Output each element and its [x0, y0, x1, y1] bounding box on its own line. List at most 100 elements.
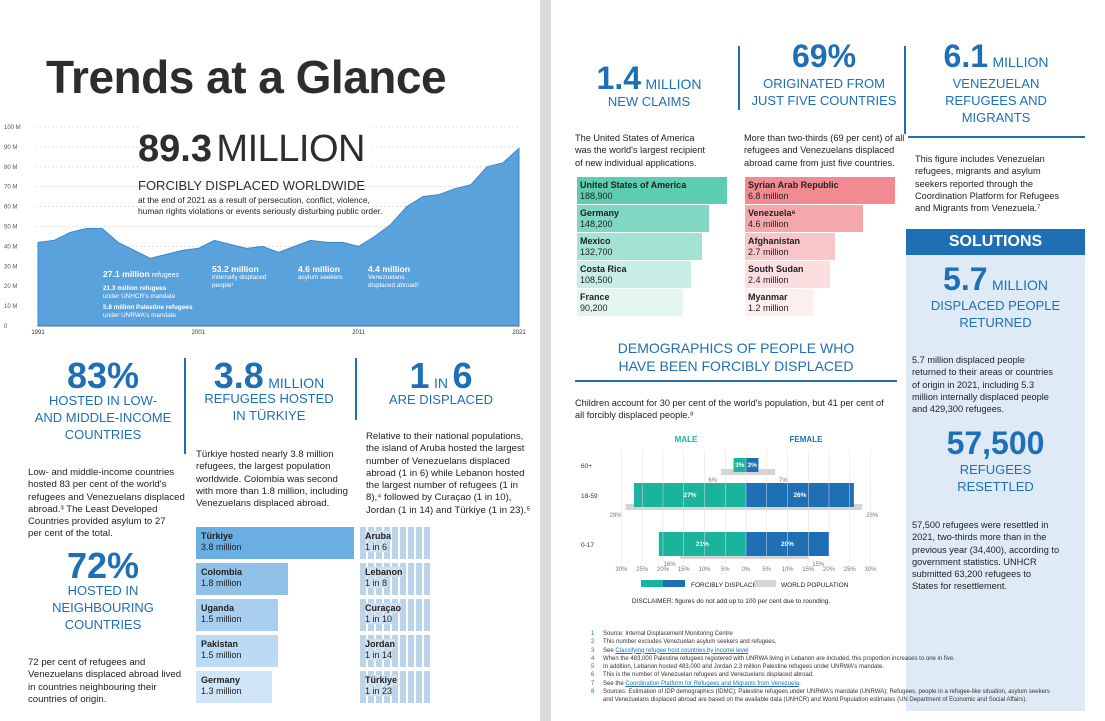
world-female-pct-label: 15% — [812, 562, 825, 568]
text-line: and Migrants from Venezuela.⁷ — [915, 203, 1041, 214]
stat-38-unit: MILLION — [268, 375, 325, 391]
text-line: in countries neighbouring their — [28, 681, 157, 693]
label-line: DISPLACED PEOPLE — [930, 298, 1061, 313]
bar-label: Syrian Arab Republic — [748, 180, 839, 190]
text-line: government statistics. UNHCR — [912, 556, 1037, 567]
text-line: abroad came from just five countries. — [744, 157, 895, 168]
text-line: Venezuelans displaced abroad lived — [28, 669, 182, 681]
footnote-text: See — [603, 647, 616, 654]
text-line: submitted 63,200 refugees to — [912, 569, 1032, 580]
male-bar — [658, 532, 746, 556]
host-bar: Colombia 1.8 million — [195, 562, 290, 596]
text-line: number of Venezuelans displaced — [366, 455, 511, 467]
legend-swatch — [641, 580, 663, 587]
y-tick-label: 80 M — [4, 165, 17, 171]
headline-desc-line: at the end of 2021 as a result of persec… — [138, 195, 370, 205]
footnote-number: 3 — [591, 647, 595, 654]
left-page: Trends at a Glance 100 M 90 M 80 M 70 M 60 M… — [0, 0, 540, 721]
text-line: million internally displaced people — [912, 391, 1049, 402]
stat-83-label: HOSTED IN LOW- AND MIDDLE-INCOME COUNTRI… — [28, 392, 178, 443]
host-bar: Uganda 1.5 million — [195, 598, 280, 632]
label-line: AND MIDDLE-INCOME — [34, 410, 172, 425]
x-tick-label: 2021 — [512, 330, 526, 336]
label-line: JUST FIVE COUNTRIES — [751, 93, 897, 108]
text-line: refugees, the largest population — [196, 461, 331, 473]
footnote: 1 Source: Internal Displacement Monitorin… — [591, 630, 1061, 638]
axis-tick-label: 30% — [615, 567, 628, 573]
bar-value: 108,500 — [580, 275, 613, 285]
stat-72-number: 72% — [66, 545, 140, 586]
world-male-pct-label: 16% — [664, 562, 677, 568]
y-tick-label: 20 M — [4, 284, 17, 290]
axis-tick-label: 25% — [636, 567, 649, 573]
chart-label-venezuelans: 4.4 million Venezuelans displaced abroad… — [368, 264, 419, 290]
footnote-number: 2 — [591, 639, 595, 646]
returned-number: 5.7 — [943, 261, 988, 297]
orig-text: More than two-thirds (69 per cent) of al… — [744, 132, 914, 169]
footnote: 7 See the Coordination Platform for Refug… — [591, 680, 1061, 688]
text-line: all forcibly displaced people.⁸ — [575, 410, 694, 421]
label-line: NEIGHBOURING — [52, 600, 154, 615]
footnote: 6 This is the number of Venezuelan refuge… — [591, 671, 1061, 679]
footnote-number: 8 — [591, 689, 595, 696]
axis-tick-label: 15% — [802, 567, 815, 573]
host-name: Uganda — [201, 603, 235, 613]
ratio-name: Türkiye — [365, 675, 398, 685]
stat-16-text: Relative to their national populations, t… — [366, 431, 536, 517]
text-line: Jordan (1 in 14) and Türkiye (1 in 23).⁵ — [366, 504, 531, 516]
female-bar — [746, 458, 759, 472]
claims-headline: 1.4 MILLION — [569, 60, 729, 97]
host-name: Germany — [201, 675, 241, 685]
label-value: 4.6 million — [298, 264, 341, 274]
footnote-text: See the — [603, 680, 626, 687]
world-female-pct-label: 28% — [866, 513, 879, 519]
text-line: Children account for 30 per cent of the … — [575, 398, 884, 408]
label-text: under UNHCR's mandate — [103, 293, 176, 300]
host-value: 1.5 million — [201, 650, 242, 660]
title-line: HAVE BEEN FORCIBLY DISPLACED — [618, 358, 854, 374]
ratio-value: 1 in 10 — [365, 614, 393, 624]
footnote: 2 This number excludes Venezuelan asylum … — [591, 638, 1061, 646]
footnote-text: Sources: Estimation of IDP demographics … — [603, 689, 1050, 696]
demographics-title: DEMOGRAPHICS OF PEOPLE WHO HAVE BEEN FOR… — [576, 339, 896, 375]
host-countries-bars: Türkiye 3.8 million Colombia 1.8 million Uga… — [195, 526, 355, 706]
bar-label: Venezuela⁶ — [748, 208, 796, 218]
column-divider — [904, 46, 906, 134]
ratio-bar: Aruba 1 in 6 — [359, 526, 431, 560]
footnote-link[interactable]: Classifying refugee host countries by in… — [615, 647, 749, 654]
footnote-link[interactable]: Coordination Platform for Refugees and M… — [625, 680, 800, 687]
returned-unit: MILLION — [991, 277, 1048, 293]
y-tick-label: 30 M — [4, 264, 17, 270]
claims-bars: United States of America 188,900 Germany 14… — [577, 177, 737, 317]
host-bar: Pakistan 1.5 million — [195, 634, 280, 668]
chart-label-asylum: 4.6 million asylum seekers — [298, 264, 342, 282]
headline-desc-line: human rights violations or events seriou… — [138, 206, 383, 216]
axis-tick-label: 15% — [678, 567, 691, 573]
footnote: 3 See Classifying refugee host countries … — [591, 647, 1061, 655]
headline-block: 89.3 MILLION — [138, 126, 371, 171]
label-text: refugees — [149, 272, 179, 279]
text-line: Low- and middle-income countries — [28, 467, 175, 478]
stat-72-label: HOSTED IN NEIGHBOURING COUNTRIES — [28, 582, 178, 633]
text-line: refugees, migrants and asylum — [915, 166, 1041, 177]
male-pct-label: 27% — [683, 492, 696, 499]
footnote-text: This number excludes Venezuelan asylum s… — [603, 639, 777, 646]
stat-16-in: IN — [434, 375, 448, 391]
x-tick-label: 1991 — [31, 330, 45, 336]
ven-label: VENEZUELAN REFUGEES AND MIGRANTS — [911, 75, 1081, 126]
text-line: 57,500 refugees were resettled in — [912, 520, 1049, 530]
footnote-text: and Venezuelans displaced abroad are bas… — [603, 697, 1028, 704]
value-bar: United States of America 188,900 — [577, 177, 727, 204]
claims-unit: MILLION — [645, 76, 702, 92]
axis-tick-label: 20% — [823, 567, 836, 573]
headline-unit: MILLION — [216, 128, 365, 170]
resettled-label: REFUGEES RESETTLED — [906, 461, 1085, 495]
age-label: 18-59 — [581, 493, 598, 500]
ratio-name: Lebanon — [365, 567, 403, 577]
value-bar: Germany 148,200 — [577, 205, 709, 232]
claims-label: NEW CLAIMS — [607, 94, 691, 109]
y-tick-label: 0 — [4, 324, 8, 330]
solutions-header: SOLUTIONS — [906, 229, 1085, 255]
divider — [908, 136, 1085, 138]
label-line: COUNTRIES — [64, 427, 142, 442]
